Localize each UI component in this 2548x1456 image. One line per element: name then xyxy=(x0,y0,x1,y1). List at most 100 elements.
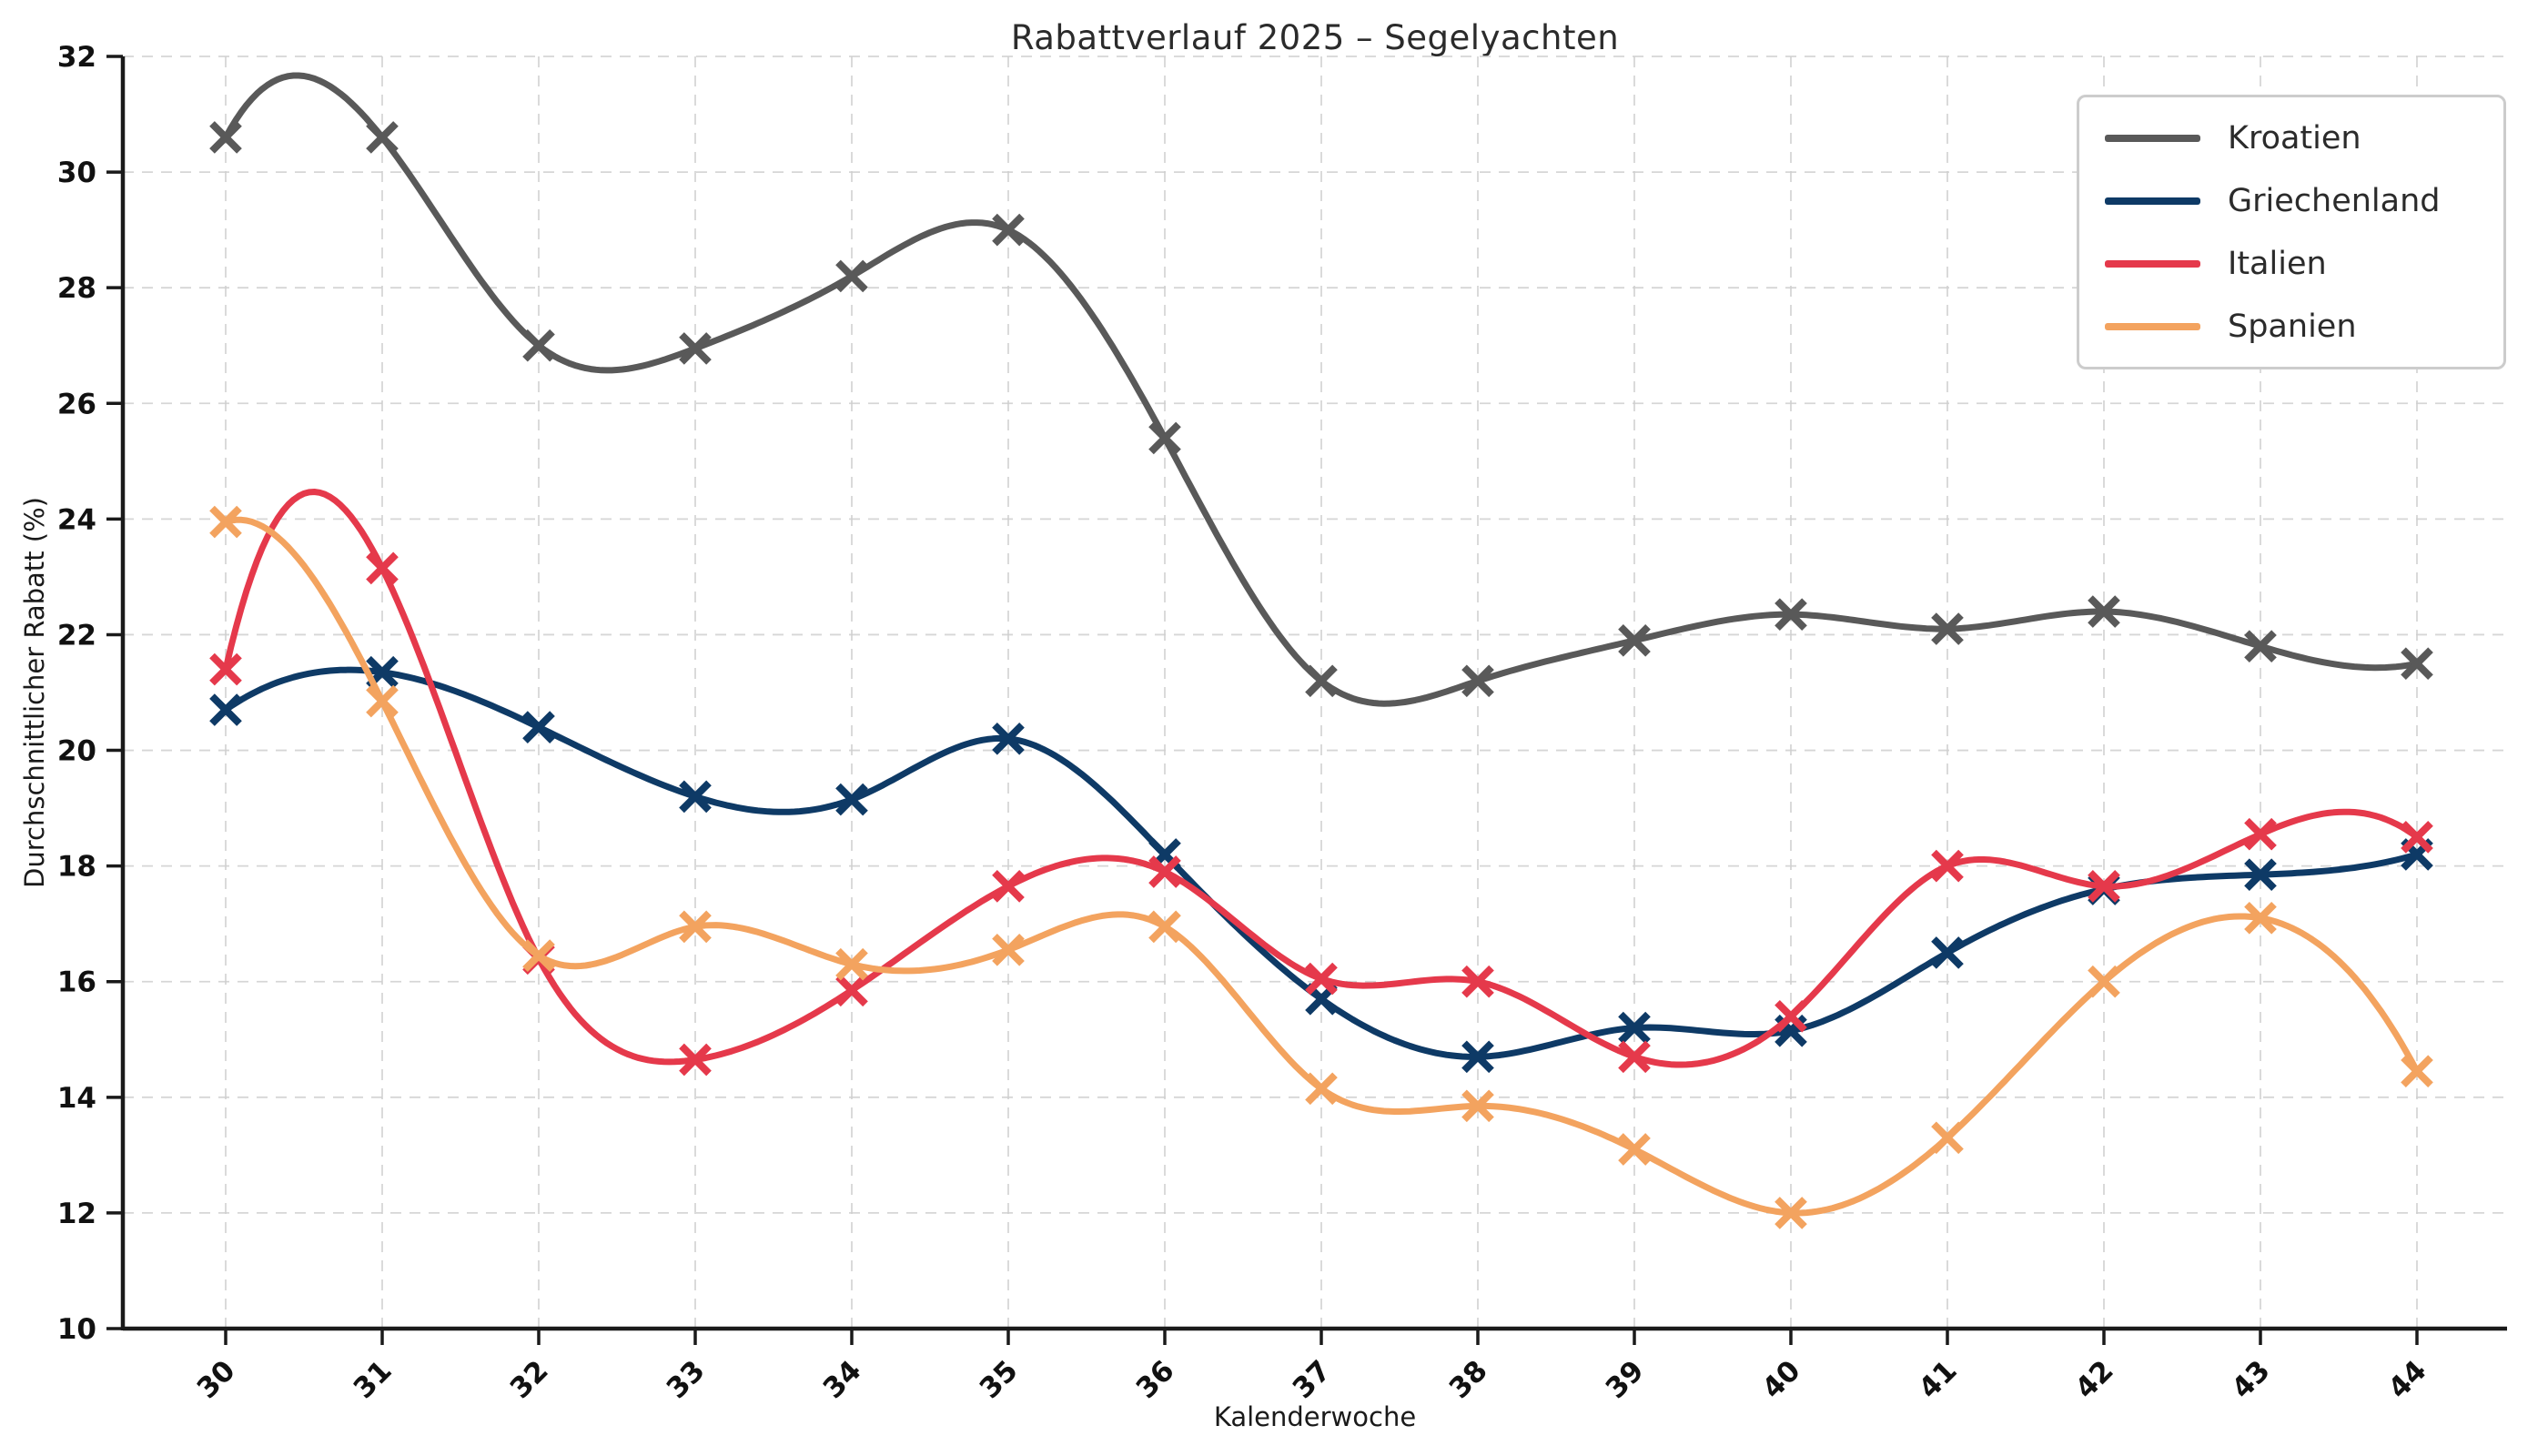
marker-x-italien xyxy=(1774,1000,1807,1033)
marker-x-italien xyxy=(835,974,868,1007)
chart-title: Rabattverlauf 2025 – Segelyachten xyxy=(1010,18,1620,57)
x-tick-label: 32 xyxy=(504,1354,555,1405)
marker-x-kroatien xyxy=(2244,630,2277,662)
legend-swatch-icon xyxy=(2105,197,2200,205)
series-italien xyxy=(209,489,2433,1077)
marker-x-spanien xyxy=(1305,1072,1338,1106)
marker-x-kroatien xyxy=(1774,598,1807,632)
marker-x-griechenland xyxy=(1461,1040,1494,1074)
y-tick-label: 26 xyxy=(57,388,96,420)
marker-x-italien xyxy=(2401,821,2433,854)
series-kroatien xyxy=(209,72,2433,707)
marker-x-italien xyxy=(1305,962,1338,996)
marker-x-italien xyxy=(209,652,242,686)
marker-x-kroatien xyxy=(2088,595,2120,628)
x-tick-label: 36 xyxy=(1130,1354,1181,1405)
marker-x-kroatien xyxy=(1931,612,1964,645)
y-tick-label: 10 xyxy=(57,1313,96,1346)
marker-x-griechenland xyxy=(1618,1011,1651,1045)
marker-x-kroatien xyxy=(2401,647,2433,681)
x-tick-label: 31 xyxy=(348,1354,399,1405)
x-tick-label: 42 xyxy=(2069,1354,2120,1405)
marker-x-kroatien xyxy=(1618,623,1651,657)
legend-item-griechenland: Griechenland xyxy=(2079,183,2503,219)
x-tick-label: 41 xyxy=(1913,1354,1964,1405)
marker-x-griechenland xyxy=(2244,858,2277,891)
y-tick-label: 24 xyxy=(57,503,96,536)
y-tick-label: 22 xyxy=(57,619,96,652)
series-spanien xyxy=(209,505,2433,1229)
legend-swatch-icon xyxy=(2105,259,2200,268)
marker-x-spanien xyxy=(1774,1197,1807,1229)
legend-item-kroatien: Kroatien xyxy=(2079,120,2503,157)
marker-x-spanien xyxy=(2244,901,2277,935)
y-tick-label: 14 xyxy=(57,1082,96,1115)
marker-x-spanien xyxy=(1931,1121,1964,1155)
y-tick-label: 32 xyxy=(57,41,96,74)
x-axis-label: Kalenderwoche xyxy=(1213,1401,1417,1432)
grid xyxy=(123,56,2507,1329)
marker-x-spanien xyxy=(1148,910,1181,944)
x-tick-label: 43 xyxy=(2226,1354,2277,1405)
legend-label: Spanien xyxy=(2228,308,2357,345)
marker-x-spanien xyxy=(992,933,1025,966)
marker-x-griechenland xyxy=(522,711,555,743)
x-tick-label: 38 xyxy=(1443,1354,1494,1405)
marker-x-spanien xyxy=(209,505,242,539)
y-tick-label: 16 xyxy=(57,966,96,999)
marker-x-kroatien xyxy=(366,121,399,154)
y-tick-label: 12 xyxy=(57,1198,96,1230)
marker-x-italien xyxy=(2244,817,2277,851)
marker-x-spanien xyxy=(835,947,868,981)
legend-label: Kroatien xyxy=(2228,119,2361,157)
marker-x-spanien xyxy=(679,910,712,944)
x-tick-label: 40 xyxy=(1756,1354,1807,1405)
marker-x-spanien xyxy=(2401,1055,2433,1088)
marker-x-griechenland xyxy=(992,723,1025,755)
marker-x-spanien xyxy=(1618,1133,1651,1166)
y-tick-label: 30 xyxy=(57,157,96,189)
legend-swatch-icon xyxy=(2105,134,2200,142)
y-axis-label: Durchschnittlicher Rabatt (%) xyxy=(19,497,50,888)
legend-item-spanien: Spanien xyxy=(2079,308,2503,345)
x-tick-label: 39 xyxy=(1600,1354,1651,1405)
marker-x-italien xyxy=(366,551,399,585)
x-tick-label: 35 xyxy=(974,1354,1025,1405)
marker-x-griechenland xyxy=(209,693,242,726)
x-tick-label: 37 xyxy=(1287,1354,1338,1405)
marker-x-kroatien xyxy=(992,213,1025,247)
marker-x-kroatien xyxy=(1305,664,1338,698)
y-tick-label: 28 xyxy=(57,272,96,305)
marker-x-italien xyxy=(1148,855,1181,888)
legend-label: Griechenland xyxy=(2228,182,2441,219)
marker-x-italien xyxy=(1931,849,1964,883)
legend: Kroatien Griechenland Italien Spanien xyxy=(2077,95,2506,369)
marker-x-kroatien xyxy=(1148,421,1181,455)
marker-x-spanien xyxy=(522,939,555,972)
marker-x-italien xyxy=(2088,870,2120,903)
x-tick-label: 30 xyxy=(191,1354,242,1405)
x-tick-label: 44 xyxy=(2382,1354,2433,1405)
marker-x-griechenland xyxy=(679,780,712,814)
marker-x-kroatien xyxy=(1461,664,1494,698)
y-tick-label: 18 xyxy=(57,851,96,884)
x-tick-label: 34 xyxy=(817,1354,868,1405)
marker-x-italien xyxy=(1618,1040,1651,1074)
marker-x-kroatien xyxy=(835,259,868,293)
marker-x-kroatien xyxy=(522,329,555,362)
legend-label: Italien xyxy=(2228,245,2327,282)
marker-x-griechenland xyxy=(835,783,868,816)
marker-x-spanien xyxy=(366,684,399,718)
marker-x-italien xyxy=(992,870,1025,903)
marker-x-spanien xyxy=(2088,965,2120,998)
x-tick-label: 33 xyxy=(661,1354,712,1405)
legend-item-italien: Italien xyxy=(2079,246,2503,282)
marker-x-spanien xyxy=(1461,1089,1494,1123)
legend-swatch-icon xyxy=(2105,322,2200,330)
marker-x-griechenland xyxy=(1931,936,1964,969)
marker-x-italien xyxy=(1461,965,1494,998)
y-tick-label: 20 xyxy=(57,735,96,768)
marker-x-kroatien xyxy=(209,121,242,154)
